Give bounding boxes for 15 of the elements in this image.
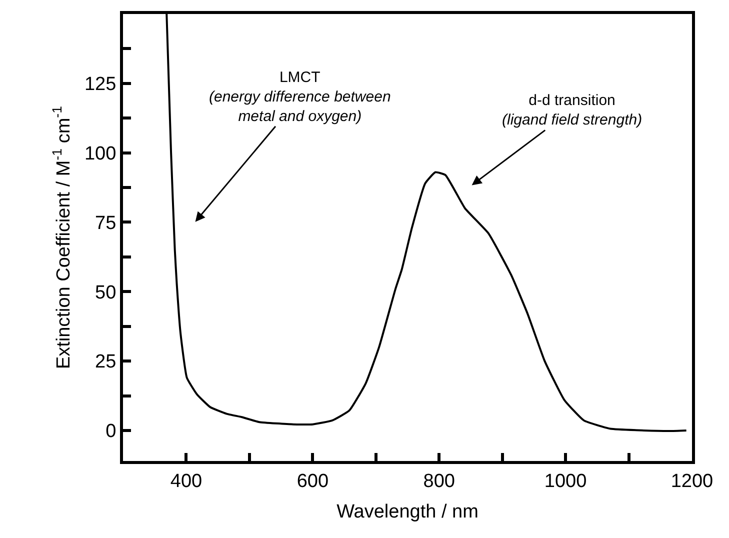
- annotation: LMCT (energy difference between metal and oxygen): [209, 69, 391, 125]
- x-tick-label: 400: [170, 470, 202, 492]
- y-tick-label: 0: [106, 421, 116, 442]
- x-tick-label: 800: [423, 470, 455, 492]
- annotation: d-d transition (ligand field strength): [502, 92, 642, 128]
- x-tick-label: 600: [296, 470, 329, 492]
- y-tick-label: 50: [95, 282, 116, 304]
- y-tick-label: 25: [95, 352, 116, 373]
- y-tick-label: 75: [95, 212, 116, 234]
- y-tick-label: 100: [84, 143, 116, 164]
- line-series: [166, 14, 688, 432]
- x-axis-title: Wavelength / nm: [336, 502, 478, 523]
- y-tick-label: 125: [84, 74, 116, 96]
- x-tick-label: 1000: [544, 470, 587, 492]
- x-tick-label: 1200: [670, 470, 714, 492]
